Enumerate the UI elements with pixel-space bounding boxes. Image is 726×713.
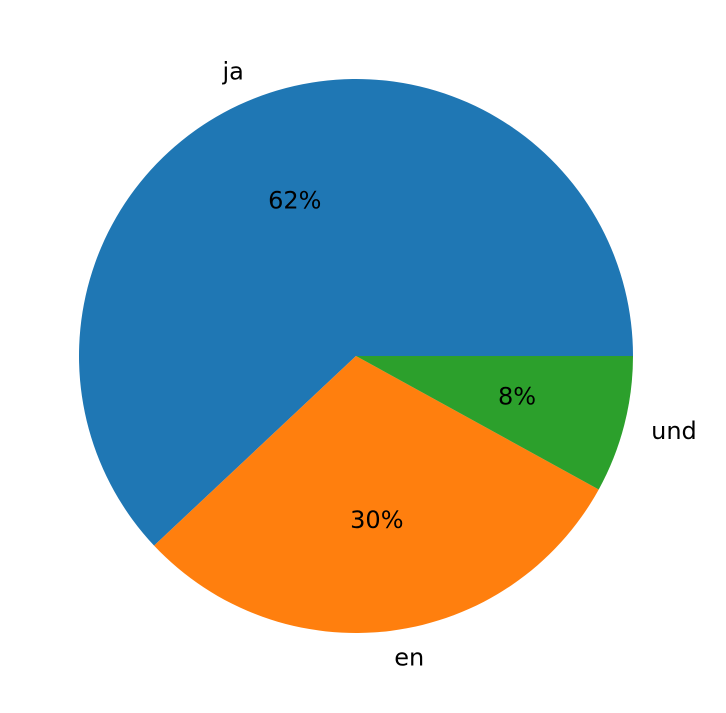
slice-percent: 30% <box>350 506 403 534</box>
slice-label: ja <box>221 58 243 86</box>
slice-label: en <box>394 643 424 671</box>
slice-label: und <box>651 417 697 445</box>
pie-slice <box>154 356 599 633</box>
pie-slice <box>78 78 633 546</box>
slice-percent: 8% <box>498 382 536 410</box>
slice-percent: 62% <box>268 186 321 214</box>
pie-slice <box>356 356 633 490</box>
